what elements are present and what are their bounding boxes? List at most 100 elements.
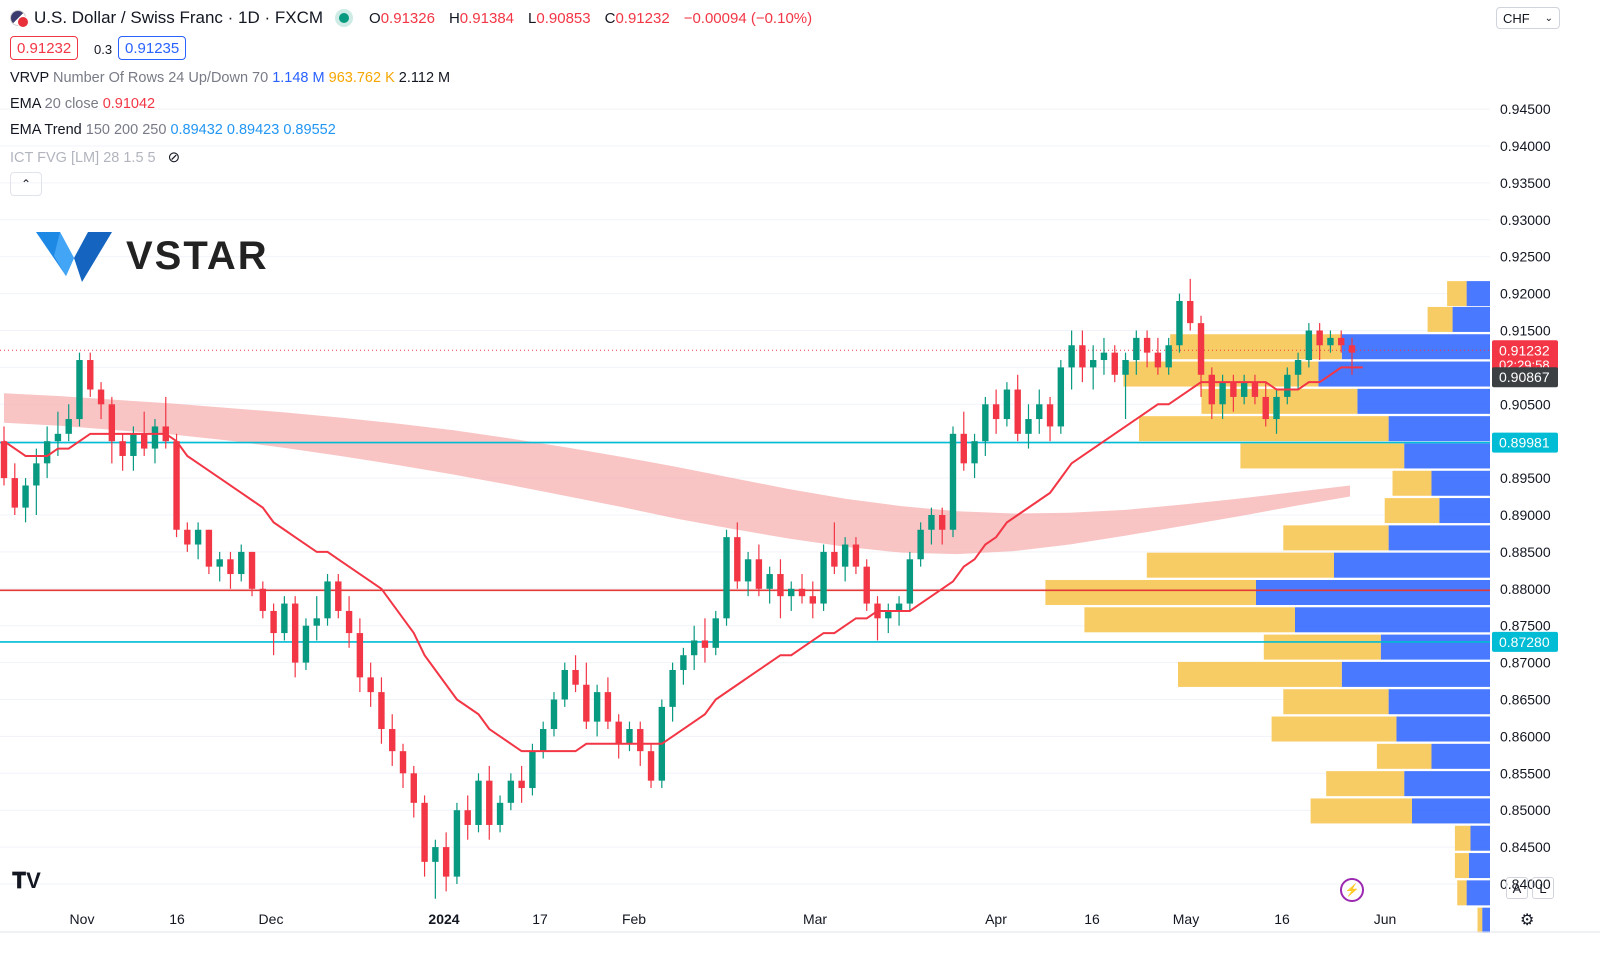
- candle-body: [76, 360, 82, 419]
- candle-body: [195, 530, 201, 545]
- volume-profile-up-bar: [1334, 553, 1490, 578]
- candle-body: [896, 604, 902, 611]
- candle-body: [12, 478, 18, 508]
- candle-body: [702, 640, 708, 647]
- y-tick-label: 0.93000: [1500, 212, 1551, 228]
- candle-body: [421, 803, 427, 862]
- x-tick-label: Mar: [803, 911, 827, 927]
- candle-body: [1025, 419, 1031, 434]
- volume-profile-up-bar: [1453, 307, 1490, 332]
- candle-body: [1133, 338, 1139, 360]
- indicator-ema[interactable]: EMA 20 close 0.91042: [10, 96, 155, 112]
- candle-body: [1209, 375, 1215, 405]
- volume-profile-down-bar: [1447, 281, 1467, 306]
- settings-gear-icon[interactable]: ⚙: [1520, 910, 1534, 930]
- candle-body: [540, 729, 546, 751]
- volume-profile-down-bar: [1178, 662, 1342, 687]
- tradingview-logo-icon[interactable]: 𝐓V: [12, 868, 41, 894]
- candle-body: [141, 434, 147, 449]
- candle-body: [831, 552, 837, 567]
- volume-profile-up-bar: [1342, 662, 1490, 687]
- candle-body: [1122, 360, 1128, 375]
- ohlc-low: L0.90853: [528, 10, 591, 27]
- candle-body: [1327, 338, 1333, 345]
- candle-body: [497, 803, 503, 825]
- candle-body: [1241, 382, 1247, 397]
- candle-body: [1079, 345, 1085, 367]
- candle-body: [1316, 331, 1322, 346]
- sell-price-button[interactable]: 0.91232: [10, 36, 78, 60]
- candle-body: [1219, 382, 1225, 404]
- y-tick-label: 0.94500: [1500, 101, 1551, 117]
- volume-profile-up-bar: [1318, 362, 1490, 387]
- chevron-down-icon: ⌄: [1545, 13, 1553, 24]
- x-tick-label: 16: [1274, 911, 1290, 927]
- candle-body: [216, 559, 222, 566]
- candle-body: [378, 692, 384, 729]
- candle-body: [1284, 375, 1290, 397]
- volume-profile-up-bar: [1256, 580, 1490, 605]
- candle-body: [292, 604, 298, 663]
- candle-body: [130, 434, 136, 456]
- candle-body: [1306, 331, 1312, 361]
- indicator-ict-fvg[interactable]: ICT FVG [LM] 28 1.5 5 ⊘: [10, 148, 180, 166]
- indicator-ema-trend[interactable]: EMA Trend 150 200 250 0.89432 0.89423 0.…: [10, 122, 336, 138]
- collapse-indicators-button[interactable]: ⌃: [10, 172, 42, 196]
- candle-body: [615, 722, 621, 744]
- auto-scale-button[interactable]: A: [1506, 877, 1528, 899]
- candle-body: [367, 677, 373, 692]
- buy-price-button[interactable]: 0.91235: [118, 36, 186, 60]
- hidden-eye-icon[interactable]: ⊘: [168, 148, 181, 166]
- candle-body: [66, 419, 72, 434]
- candle-body: [152, 426, 158, 448]
- volume-profile-down-bar: [1170, 334, 1342, 359]
- candle-body: [713, 618, 719, 648]
- x-tick-label: May: [1173, 911, 1199, 927]
- x-tick-label: 16: [1084, 911, 1100, 927]
- candle-body: [605, 692, 611, 722]
- volume-profile-up-bar: [1432, 471, 1491, 496]
- ohlc-open: O0.91326: [369, 10, 435, 27]
- currency-select[interactable]: CHF ⌄: [1496, 7, 1560, 29]
- x-tick-label: Nov: [70, 911, 95, 927]
- candle-body: [249, 552, 255, 589]
- candle-body: [518, 781, 524, 788]
- candle-body: [184, 530, 190, 545]
- y-tick-label: 0.93500: [1500, 175, 1551, 191]
- volume-profile-down-bar: [1377, 744, 1432, 769]
- candle-body: [1101, 353, 1107, 360]
- volume-profile-up-bar: [1342, 334, 1490, 359]
- candle-body: [1176, 301, 1182, 345]
- y-tick-label: 0.86000: [1500, 728, 1551, 744]
- symbol-title[interactable]: U.S. Dollar / Swiss Franc · 1D · FXCM: [34, 8, 323, 28]
- ohlc-high: H0.91384: [449, 10, 514, 27]
- candle-body: [1295, 360, 1301, 375]
- candle-body: [260, 589, 266, 611]
- candle-body: [1263, 397, 1269, 419]
- price-label-text: 0.87280: [1499, 634, 1550, 650]
- indicator-vrvp[interactable]: VRVP Number Of Rows 24 Up/Down 70 1.148 …: [10, 70, 450, 86]
- candle-body: [669, 670, 675, 707]
- chart-header: U.S. Dollar / Swiss Franc · 1D · FXCM O0…: [10, 8, 820, 28]
- market-open-icon: [339, 13, 349, 23]
- volume-profile-up-bar: [1295, 607, 1490, 632]
- log-scale-button[interactable]: L: [1532, 877, 1554, 899]
- candle-body: [810, 596, 816, 603]
- volume-profile-up-bar: [1432, 744, 1491, 769]
- candle-body: [33, 463, 39, 485]
- candle-body: [87, 360, 93, 390]
- candle-body: [1230, 382, 1236, 397]
- volume-profile-up-bar: [1471, 826, 1491, 851]
- candle-body: [357, 633, 363, 677]
- candle-body: [777, 574, 783, 596]
- volume-profile-down-bar: [1455, 826, 1471, 851]
- chevron-up-icon: ⌃: [21, 177, 31, 191]
- lightning-icon[interactable]: ⚡: [1340, 878, 1364, 902]
- y-tick-label: 0.88500: [1500, 544, 1551, 560]
- x-tick-label: 2024: [428, 911, 459, 927]
- volume-profile-up-bar: [1357, 389, 1490, 414]
- volume-profile-down-bar: [1084, 607, 1295, 632]
- candle-body: [1338, 338, 1344, 345]
- volume-profile-up-bar: [1467, 880, 1490, 905]
